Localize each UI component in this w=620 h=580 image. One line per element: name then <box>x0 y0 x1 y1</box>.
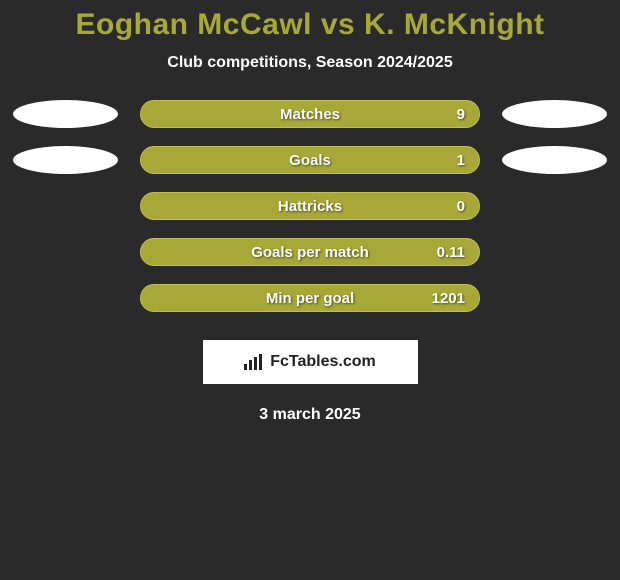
stat-bar: Min per goal 1201 <box>140 284 480 312</box>
stat-row: Matches 9 <box>0 100 620 128</box>
oval-placeholder <box>502 238 607 266</box>
stat-bar: Goals per match 0.11 <box>140 238 480 266</box>
logo-box: FcTables.com <box>203 340 418 384</box>
player-right-oval <box>502 146 607 174</box>
subtitle: Club competitions, Season 2024/2025 <box>0 54 620 72</box>
stat-value: 1 <box>457 152 465 169</box>
oval-placeholder <box>13 192 118 220</box>
stat-value: 0.11 <box>437 244 465 261</box>
player-left-oval <box>13 146 118 174</box>
oval-placeholder <box>13 284 118 312</box>
stat-value: 9 <box>457 106 465 123</box>
oval-placeholder <box>502 284 607 312</box>
stat-row: Goals 1 <box>0 146 620 174</box>
player-right-oval <box>502 100 607 128</box>
stat-row: Hattricks 0 <box>0 192 620 220</box>
date: 3 march 2025 <box>0 406 620 424</box>
stat-label: Goals per match <box>251 244 369 261</box>
oval-placeholder <box>502 192 607 220</box>
stat-value: 0 <box>457 198 465 215</box>
stat-rows: Matches 9 Goals 1 Hattricks 0 Goals per match 0… <box>0 100 620 312</box>
stat-row: Goals per match 0.11 <box>0 238 620 266</box>
stat-bar: Matches 9 <box>140 100 480 128</box>
comparison-infographic: Eoghan McCawl vs K. McKnight Club compet… <box>0 0 620 424</box>
stat-bar: Goals 1 <box>140 146 480 174</box>
stat-row: Min per goal 1201 <box>0 284 620 312</box>
stat-value: 1201 <box>432 290 465 307</box>
stat-label: Min per goal <box>266 290 354 307</box>
stat-label: Hattricks <box>278 198 342 215</box>
title: Eoghan McCawl vs K. McKnight <box>0 8 620 42</box>
logo-text: FcTables.com <box>270 353 376 371</box>
oval-placeholder <box>13 238 118 266</box>
stat-label: Goals <box>289 152 331 169</box>
chart-icon <box>244 354 264 370</box>
stat-label: Matches <box>280 106 340 123</box>
stat-bar: Hattricks 0 <box>140 192 480 220</box>
player-left-oval <box>13 100 118 128</box>
